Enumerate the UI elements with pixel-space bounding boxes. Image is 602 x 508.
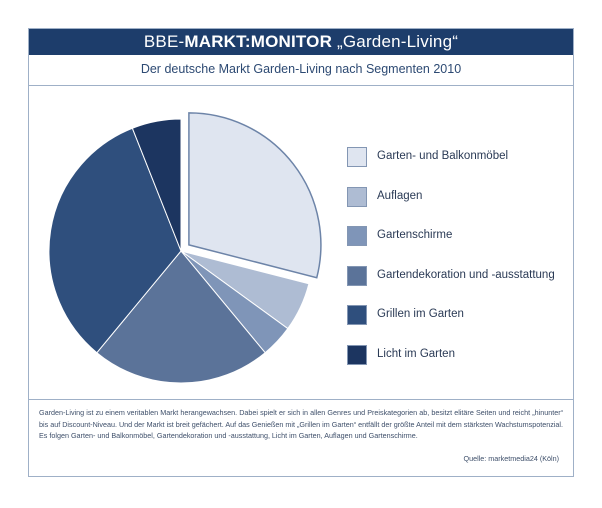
legend-item: Garten- und Balkonmöbel — [347, 147, 577, 169]
legend-swatch — [347, 226, 367, 246]
legend-item: Grillen im Garten — [347, 305, 577, 327]
legend-swatch — [347, 305, 367, 325]
source-text: Quelle: marketmedia24 (Köln) — [463, 454, 559, 463]
title-prefix: BBE- — [143, 32, 185, 51]
pie-slice — [131, 118, 182, 252]
pie-slice — [188, 112, 322, 279]
legend-label: Licht im Garten — [377, 347, 455, 360]
legend-swatch — [347, 147, 367, 167]
footnote-text: Garden-Living ist zu einem veritablen Ma… — [39, 408, 563, 440]
pie-chart — [48, 112, 322, 384]
pie-slice — [48, 127, 182, 354]
pie-slice — [96, 250, 266, 384]
infographic-frame: BBE-MARKT:MONITOR „Garden-Living“ Der de… — [28, 28, 574, 477]
legend-label: Gartenschirme — [377, 229, 453, 241]
legend-swatch — [347, 344, 367, 365]
legend-item: Auflagen — [347, 186, 577, 209]
legend-swatch — [347, 186, 367, 207]
divider-top — [29, 85, 573, 86]
legend-label: Grillen im Garten — [377, 308, 464, 320]
header-bar: BBE-MARKT:MONITOR „Garden-Living“ — [29, 29, 573, 55]
chart-subtitle: Der deutsche Markt Garden-Living nach Se… — [140, 62, 462, 76]
legend-item: Gartendekoration und -ausstattung — [347, 265, 577, 288]
legend-label: Gartendekoration und -ausstattung — [377, 268, 555, 281]
legend-swatch — [347, 265, 367, 286]
title-suffix: „Garden-Living“ — [332, 32, 459, 51]
legend-item: Gartenschirme — [347, 226, 577, 248]
legend-item: Licht im Garten — [347, 344, 577, 367]
divider-bottom — [29, 399, 573, 400]
legend-label: Garten- und Balkonmöbel — [377, 150, 509, 162]
title-strong: MARKT:MONITOR — [184, 32, 333, 51]
legend-label: Auflagen — [377, 189, 423, 202]
